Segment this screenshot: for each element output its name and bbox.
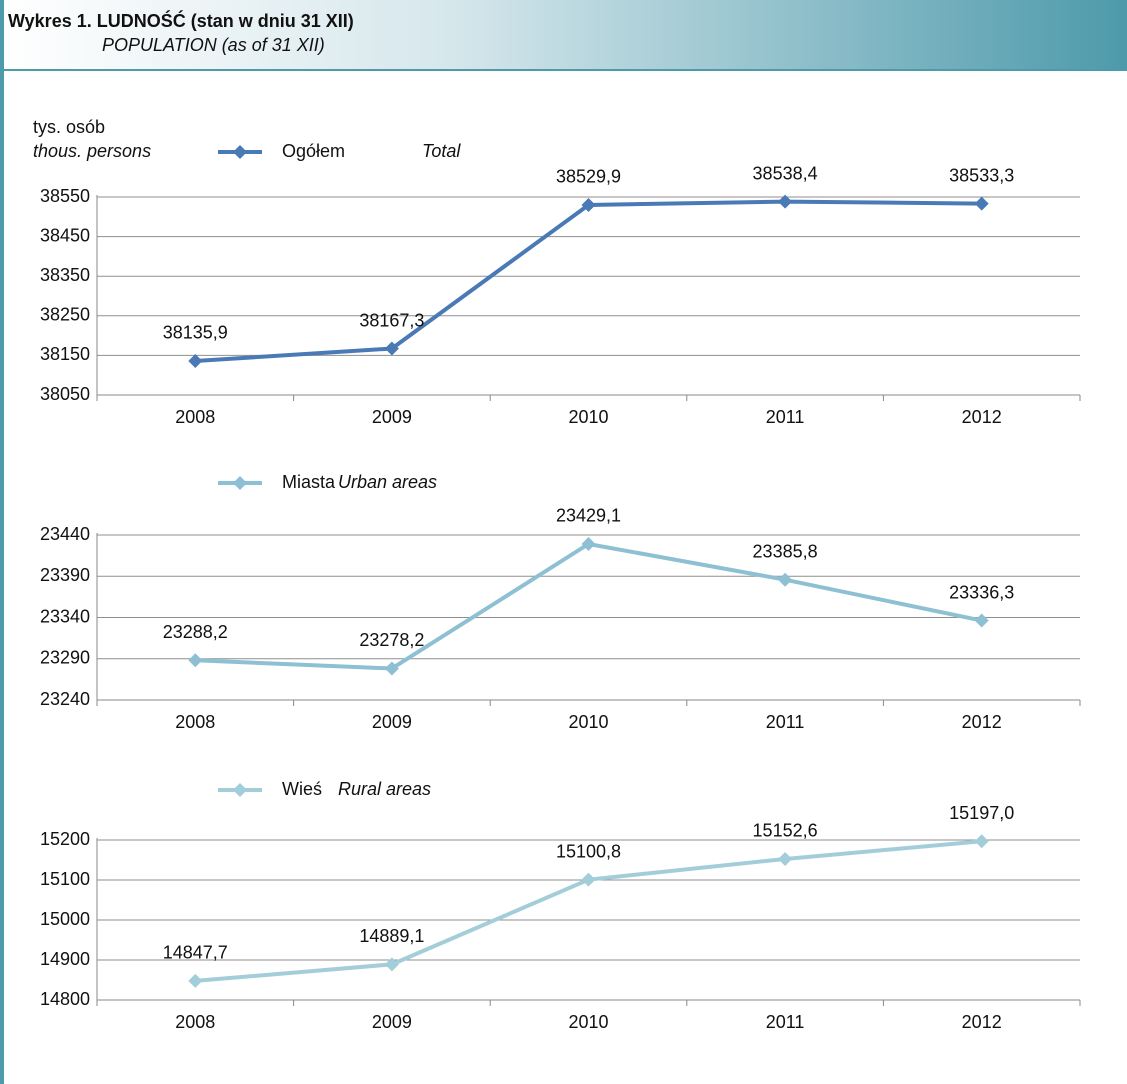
- x-tick-label: 2009: [372, 712, 412, 732]
- y-tick-label: 38350: [40, 265, 90, 285]
- x-tick-label: 2011: [766, 712, 805, 732]
- y-tick-label: 23440: [40, 524, 90, 544]
- y-tick-label: 15000: [40, 909, 90, 929]
- x-tick-label: 2009: [372, 407, 412, 427]
- marker: [188, 973, 203, 988]
- series-line: [195, 199, 982, 363]
- marker: [581, 536, 596, 551]
- x-tick-label: 2008: [175, 712, 215, 732]
- y-tick-label: 38450: [40, 225, 90, 245]
- x-tick-label: 2012: [962, 712, 1002, 732]
- data-label: 38135,9: [163, 323, 228, 343]
- data-label: 14847,7: [163, 943, 228, 963]
- title: Wykres 1. LUDNOŚĆ (stan w dniu 31 XII): [8, 10, 354, 31]
- y-tick-label: 38550: [40, 186, 90, 206]
- data-label: 38538,4: [753, 163, 818, 183]
- legend-label: Miasta: [282, 472, 336, 492]
- marker: [974, 613, 989, 628]
- y-tick-label: 38250: [40, 305, 90, 325]
- series-line: [195, 541, 983, 671]
- x-tick-label: 2008: [175, 1012, 215, 1032]
- y-axis-label-en: thous. persons: [33, 141, 151, 161]
- header-band: [0, 0, 1127, 70]
- x-tick-label: 2010: [568, 712, 608, 732]
- data-label: 23278,2: [359, 630, 424, 650]
- legend-label: Wieś: [282, 779, 322, 799]
- data-label: 38529,9: [556, 167, 621, 187]
- marker: [581, 197, 596, 212]
- marker: [581, 872, 596, 887]
- y-tick-label: 15200: [40, 829, 90, 849]
- y-tick-label: 23340: [40, 606, 90, 626]
- y-tick-label: 38050: [40, 384, 90, 404]
- marker: [778, 851, 793, 866]
- x-tick-label: 2012: [962, 1012, 1002, 1032]
- data-label: 15152,6: [753, 821, 818, 841]
- marker: [974, 196, 989, 211]
- y-tick-label: 23290: [40, 648, 90, 668]
- marker: [778, 572, 793, 587]
- legend-marker: [233, 476, 247, 490]
- y-tick-label: 23240: [40, 689, 90, 709]
- x-tick-label: 2009: [372, 1012, 412, 1032]
- data-label: 38533,3: [949, 165, 1014, 185]
- y-tick-label: 14900: [40, 949, 90, 969]
- marker: [778, 194, 793, 209]
- subtitle: POPULATION (as of 31 XII): [102, 35, 325, 55]
- data-label: 23429,1: [556, 506, 621, 526]
- x-tick-label: 2011: [766, 407, 805, 427]
- x-tick-label: 2012: [962, 407, 1002, 427]
- data-label: 15100,8: [556, 841, 621, 861]
- y-tick-label: 15100: [40, 869, 90, 889]
- legend-label-en: Rural areas: [338, 779, 431, 799]
- x-tick-label: 2010: [568, 407, 608, 427]
- x-tick-label: 2011: [766, 1012, 805, 1032]
- left-border: [0, 0, 4, 1084]
- legend-marker: [233, 783, 247, 797]
- y-tick-label: 38150: [40, 344, 90, 364]
- y-tick-label: 23390: [40, 565, 90, 585]
- legend-label: Ogółem: [282, 141, 345, 161]
- marker: [384, 341, 399, 356]
- marker: [974, 834, 989, 849]
- data-label: 23336,3: [949, 582, 1014, 602]
- marker: [384, 661, 399, 676]
- marker: [384, 957, 399, 972]
- data-label: 15197,0: [949, 803, 1014, 823]
- data-label: 23288,2: [163, 622, 228, 642]
- marker: [188, 653, 203, 668]
- x-tick-label: 2010: [568, 1012, 608, 1032]
- x-tick-label: 2008: [175, 407, 215, 427]
- data-label: 38167,3: [359, 310, 424, 330]
- legend-label-en: Total: [422, 141, 461, 161]
- data-label: 14889,1: [359, 926, 424, 946]
- marker: [188, 353, 203, 368]
- data-label: 23385,8: [753, 541, 818, 561]
- y-axis-label: tys. osób: [33, 117, 105, 137]
- legend-marker: [233, 145, 247, 159]
- y-tick-label: 14800: [40, 989, 90, 1009]
- legend-label-en: Urban areas: [338, 472, 437, 492]
